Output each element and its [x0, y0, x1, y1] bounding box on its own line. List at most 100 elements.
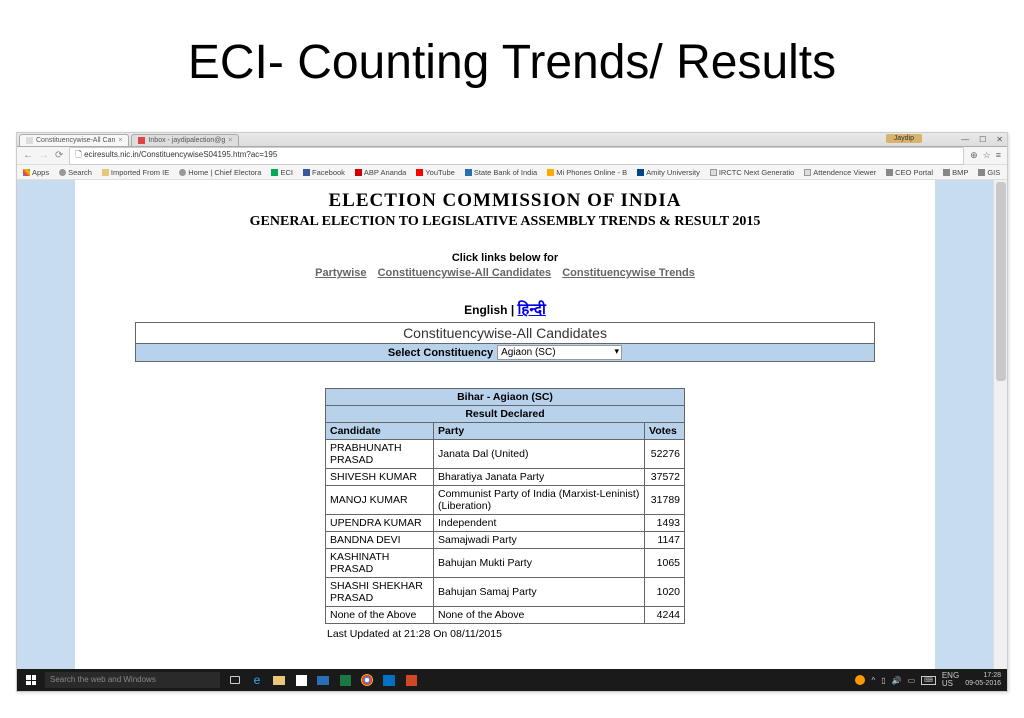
mail-icon[interactable] — [316, 673, 330, 687]
action-center-icon[interactable]: ▭ — [908, 676, 916, 685]
chrome-icon[interactable] — [360, 673, 374, 687]
zoom-icon[interactable]: ⊕ — [970, 150, 978, 161]
scrollbar-vertical[interactable] — [993, 180, 1007, 677]
chevron-up-icon[interactable]: ^ — [871, 676, 875, 685]
bookmark-mi[interactable]: Mi Phones Online - B — [547, 168, 627, 177]
language-row: English | हिन्दी — [75, 299, 935, 319]
explorer-icon[interactable] — [272, 673, 286, 687]
star-icon[interactable]: ☆ — [983, 150, 991, 161]
eci-icon — [271, 169, 278, 176]
doc-icon — [710, 169, 717, 176]
folder-icon — [102, 169, 109, 176]
forward-icon[interactable]: → — [39, 150, 49, 161]
sbi-icon — [465, 169, 472, 176]
bookmark-abp[interactable]: ABP Ananda — [355, 168, 406, 177]
window-controls: — ☐ ✕ — [961, 135, 1003, 144]
bookmark-amity[interactable]: Amity University — [637, 168, 700, 177]
table-row: KASHINATH PRASADBahujan Mukti Party1065 — [326, 549, 685, 578]
link-partywise[interactable]: Partywise — [315, 267, 366, 279]
minimize-icon[interactable]: — — [961, 135, 969, 144]
bookmark-home[interactable]: Home | Chief Electora — [179, 168, 261, 177]
table-row: MANOJ KUMARCommunist Party of India (Mar… — [326, 486, 685, 515]
cell-candidate: UPENDRA KUMAR — [326, 515, 434, 532]
bookmark-bmp[interactable]: BMP — [943, 168, 968, 177]
taskview-icon[interactable] — [228, 673, 242, 687]
bookmark-sbi[interactable]: State Bank of India — [465, 168, 537, 177]
bookmark-search[interactable]: Search — [59, 168, 92, 177]
search-icon — [179, 169, 186, 176]
taskbar-icons: e — [228, 673, 418, 687]
bmp-icon — [943, 169, 950, 176]
cell-candidate: BANDNA DEVI — [326, 532, 434, 549]
network-icon[interactable]: ▯ — [881, 676, 885, 685]
ceo-icon — [886, 169, 893, 176]
bookmark-facebook[interactable]: Facebook — [303, 168, 345, 177]
bookmark-ceo[interactable]: CEO Portal — [886, 168, 933, 177]
excel-icon[interactable] — [338, 673, 352, 687]
volume-icon[interactable]: 🔊 — [892, 676, 902, 685]
close-icon[interactable]: × — [228, 137, 232, 144]
table-row: SHASHI SHEKHAR PRASADBahujan Samaj Party… — [326, 578, 685, 607]
start-button[interactable] — [17, 669, 45, 691]
slide-title: ECI- Counting Trends/ Results — [0, 0, 1024, 120]
taskbar-search[interactable]: Search the web and Windows — [45, 672, 220, 688]
profile-badge[interactable]: Jaydip — [886, 134, 922, 143]
bookmark-eci[interactable]: ECI — [271, 168, 293, 177]
tab-inactive[interactable]: Inbox - jaydipalection@g × — [131, 134, 239, 146]
cell-party: Bahujan Mukti Party — [434, 549, 645, 578]
table-row: BANDNA DEVISamajwadi Party1147 — [326, 532, 685, 549]
bookmark-irctc[interactable]: IRCTC Next Generatio — [710, 168, 794, 177]
outlook-icon[interactable] — [382, 673, 396, 687]
tab-title: Inbox - jaydipalection@g — [148, 137, 225, 144]
box-title: Constituencywise-All Candidates — [136, 323, 874, 343]
gmail-icon — [138, 137, 145, 144]
keyboard-icon[interactable]: ⌨ — [921, 676, 936, 685]
constituency-select[interactable]: Agiaon (SC) — [497, 345, 622, 360]
bookmark-apps[interactable]: Apps — [23, 168, 49, 177]
search-icon — [59, 169, 66, 176]
tab-active[interactable]: Constituencywise-All Can × — [19, 134, 129, 146]
browser-window: Constituencywise-All Can × Inbox - jaydi… — [16, 132, 1008, 692]
close-icon[interactable]: × — [118, 137, 122, 144]
lang-hindi[interactable]: हिन्दी — [518, 301, 546, 318]
table-row: None of the AboveNone of the Above4244 — [326, 607, 685, 624]
cell-party: Communist Party of India (Marxist-Lenini… — [434, 486, 645, 515]
cell-candidate: None of the Above — [326, 607, 434, 624]
bookmark-youtube[interactable]: YouTube — [416, 168, 454, 177]
cell-party: Janata Dal (United) — [434, 440, 645, 469]
bookmark-imported[interactable]: Imported From IE — [102, 168, 169, 177]
cell-party: None of the Above — [434, 607, 645, 624]
bookmark-gis[interactable]: GIS — [978, 168, 1000, 177]
table-row: SHIVESH KUMARBharatiya Janata Party37572 — [326, 469, 685, 486]
page-title: ELECTION COMMISSION OF INDIA — [75, 190, 935, 212]
select-box: Constituencywise-All Candidates Select C… — [135, 322, 875, 362]
file-icon: 🗋 — [75, 150, 81, 159]
link-constituency-all[interactable]: Constituencywise-All Candidates — [378, 267, 552, 279]
link-constituency-trends[interactable]: Constituencywise Trends — [562, 267, 695, 279]
cell-party: Bharatiya Janata Party — [434, 469, 645, 486]
lang-english: English — [464, 303, 507, 317]
store-icon[interactable] — [294, 673, 308, 687]
system-tray: ^ ▯ 🔊 ▭ ⌨ ENG US 17:28 09-05-2016 — [849, 672, 1007, 688]
abp-icon — [355, 169, 362, 176]
clock[interactable]: 17:28 09-05-2016 — [965, 672, 1001, 688]
cell-candidate: KASHINATH PRASAD — [326, 549, 434, 578]
region-indicator: US — [942, 680, 959, 688]
url-input[interactable]: 🗋 eciresults.nic.in/ConstituencywiseS041… — [69, 147, 964, 165]
reload-icon[interactable]: ⟳ — [55, 150, 63, 161]
address-bar: ← → ⟳ 🗋 eciresults.nic.in/Constituencywi… — [17, 147, 1007, 165]
bookmarks-bar: Apps Search Imported From IE Home | Chie… — [17, 165, 1007, 180]
doc-icon — [804, 169, 811, 176]
powerpoint-icon[interactable] — [404, 673, 418, 687]
close-icon[interactable]: ✕ — [996, 135, 1003, 144]
bookmark-attendance[interactable]: Attendence Viewer — [804, 168, 876, 177]
tray-app-icon[interactable] — [855, 675, 865, 685]
back-icon[interactable]: ← — [23, 150, 33, 161]
edge-icon[interactable]: e — [250, 673, 264, 687]
maximize-icon[interactable]: ☐ — [979, 135, 986, 144]
facebook-icon — [303, 169, 310, 176]
gis-icon — [978, 169, 985, 176]
taskbar: Search the web and Windows e ^ ▯ 🔊 ▭ ⌨ E… — [17, 669, 1007, 691]
cell-votes: 1020 — [645, 578, 685, 607]
menu-icon[interactable]: ≡ — [996, 150, 1001, 161]
